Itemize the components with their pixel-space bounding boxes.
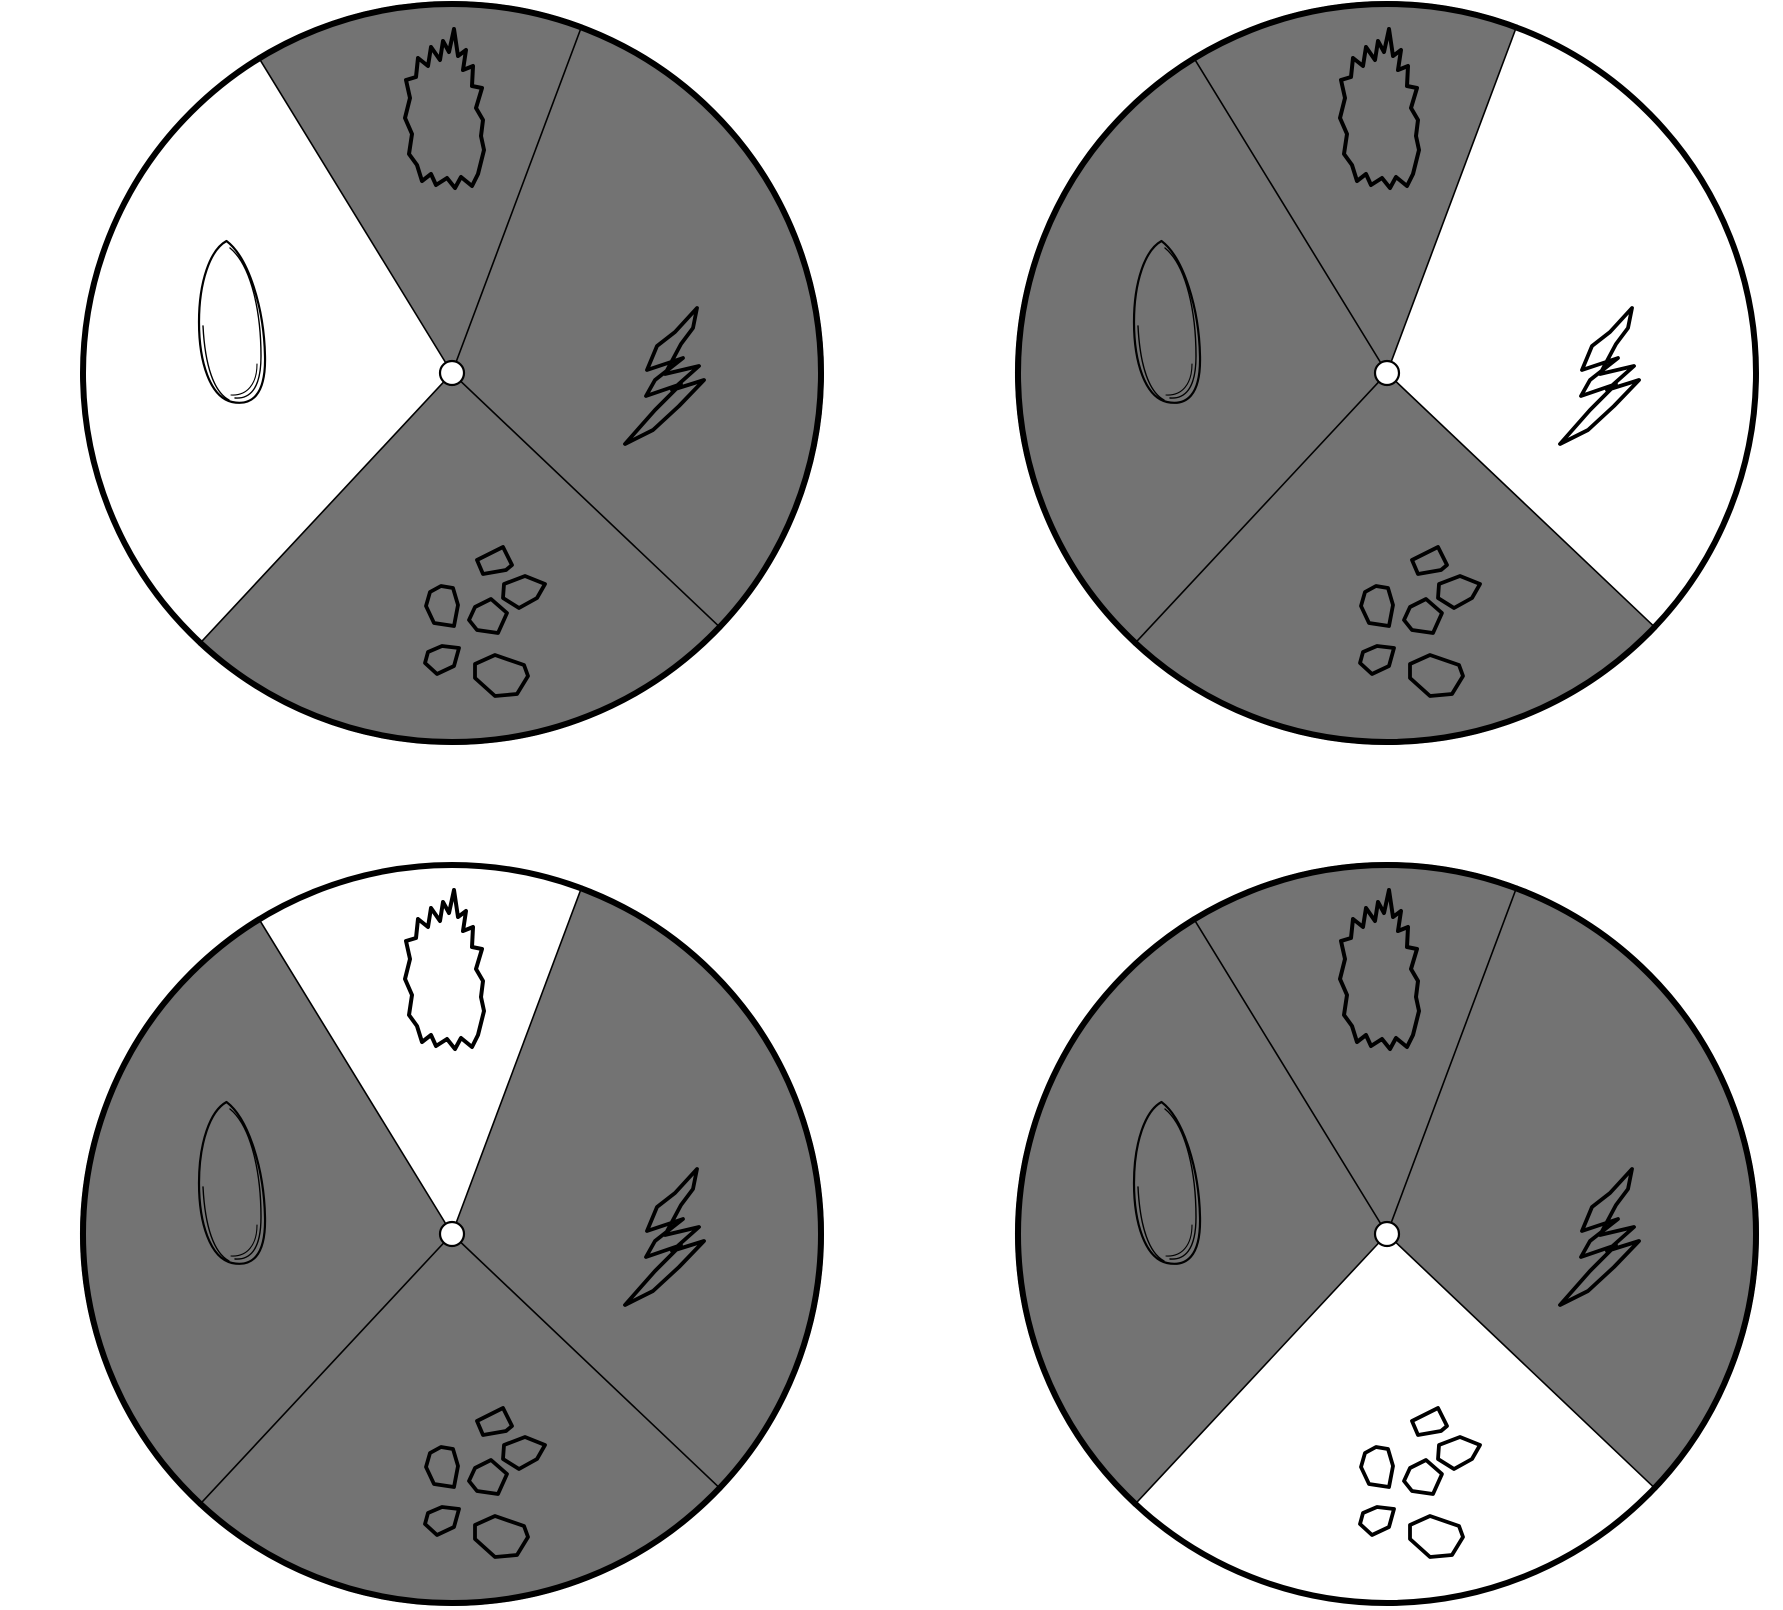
sector-fire	[1192, 862, 1518, 1234]
divider-line	[1132, 372, 1388, 646]
center-hub	[1373, 1220, 1401, 1248]
dial-fire-highlighted	[79, 862, 824, 1607]
sector-lightning	[452, 24, 824, 630]
center-hub	[438, 1220, 466, 1248]
divider-line	[1386, 885, 1519, 1235]
dial-rim	[1015, 862, 1759, 1606]
dial-rim	[1015, 1, 1759, 745]
sector-water	[79, 55, 452, 646]
divider-lines	[197, 24, 723, 646]
dial-water-highlighted	[79, 1, 824, 746]
fire-fill	[257, 1, 583, 374]
divider-line	[1191, 916, 1388, 1235]
divider-lines	[1132, 24, 1658, 646]
divider-line	[256, 916, 453, 1235]
earth-fill	[198, 1234, 722, 1607]
lightning-fill	[452, 24, 824, 630]
sector-earth	[1133, 1234, 1657, 1607]
divider-line	[256, 55, 453, 374]
sector-water	[79, 916, 453, 1507]
fire-fill	[1192, 862, 1518, 1234]
divider-line	[1191, 55, 1388, 374]
center-hub	[1373, 359, 1401, 387]
divider-line	[451, 1233, 723, 1491]
divider-line	[451, 885, 584, 1235]
lightning-fill	[452, 885, 824, 1491]
divider-line	[1132, 1233, 1388, 1507]
divider-line	[197, 372, 453, 646]
sector-earth	[1133, 373, 1657, 746]
dial-earth-highlighted	[1014, 862, 1759, 1607]
divider-line	[451, 372, 723, 630]
sector-lightning	[452, 885, 824, 1491]
water-fill	[79, 55, 452, 646]
water-fill	[79, 916, 453, 1507]
divider-line	[451, 24, 584, 374]
fire-fill	[1192, 1, 1518, 373]
earth-fill	[1133, 373, 1657, 746]
divider-line	[1386, 24, 1519, 374]
sector-water	[1014, 916, 1387, 1507]
divider-line	[1386, 372, 1658, 630]
sector-water	[1014, 55, 1387, 646]
sector-earth	[198, 373, 722, 746]
earth-fill	[198, 373, 722, 746]
divider-lines	[197, 885, 723, 1507]
sector-fire	[257, 862, 583, 1234]
earth-fill	[1133, 1234, 1657, 1607]
sector-fire	[257, 1, 583, 374]
center-hub	[438, 359, 466, 387]
water-fill	[1014, 916, 1387, 1507]
lightning-fill	[1387, 885, 1759, 1491]
water-fill	[1014, 55, 1387, 646]
sector-lightning	[1387, 885, 1759, 1491]
divider-lines	[1132, 885, 1658, 1507]
fire-fill	[257, 862, 583, 1234]
divider-line	[197, 1233, 453, 1507]
sector-fire	[1192, 1, 1518, 373]
dial-rim	[80, 1, 824, 745]
sector-lightning	[1387, 24, 1759, 630]
sector-earth	[198, 1234, 722, 1607]
lightning-fill	[1387, 24, 1759, 630]
dial-rim	[80, 862, 824, 1606]
dial-lightning-highlighted	[1014, 1, 1759, 746]
divider-line	[1386, 1233, 1658, 1491]
